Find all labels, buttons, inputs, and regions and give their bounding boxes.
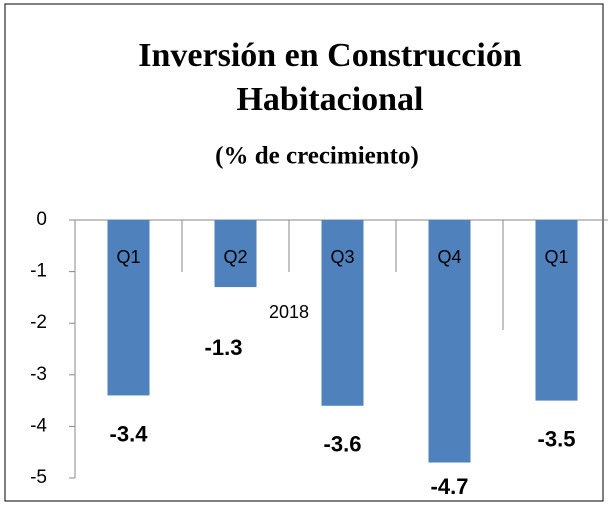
y-tick-label: 0 bbox=[36, 209, 47, 230]
x-tick-label: Q1 bbox=[544, 247, 568, 267]
value-label: -3.4 bbox=[110, 421, 149, 446]
bar bbox=[428, 220, 471, 463]
value-label: -1.3 bbox=[205, 335, 243, 360]
chart-title: Inversión en Construcción Habitacional bbox=[138, 37, 522, 118]
y-tick-label: -3 bbox=[30, 364, 47, 385]
chart-subtitle: (% de crecimiento) bbox=[215, 143, 419, 170]
value-label: -4.7 bbox=[431, 474, 469, 499]
bar bbox=[321, 220, 364, 406]
value-label: -3.6 bbox=[324, 432, 362, 457]
x-tick-label: Q4 bbox=[437, 247, 461, 267]
group-label: 2018 bbox=[269, 302, 309, 322]
y-tick-label: -5 bbox=[30, 467, 47, 488]
x-tick-label: Q3 bbox=[330, 247, 354, 267]
value-label: -3.5 bbox=[538, 426, 576, 451]
y-tick-label: -1 bbox=[30, 261, 47, 282]
bar bbox=[535, 220, 578, 401]
chart-frame bbox=[4, 3, 604, 502]
bar bbox=[214, 220, 257, 288]
bar bbox=[107, 220, 150, 396]
x-tick-label: Q2 bbox=[223, 247, 247, 267]
y-tick-label: -4 bbox=[30, 415, 47, 436]
y-tick-label: -2 bbox=[30, 312, 47, 333]
x-tick-label: Q1 bbox=[116, 247, 140, 267]
